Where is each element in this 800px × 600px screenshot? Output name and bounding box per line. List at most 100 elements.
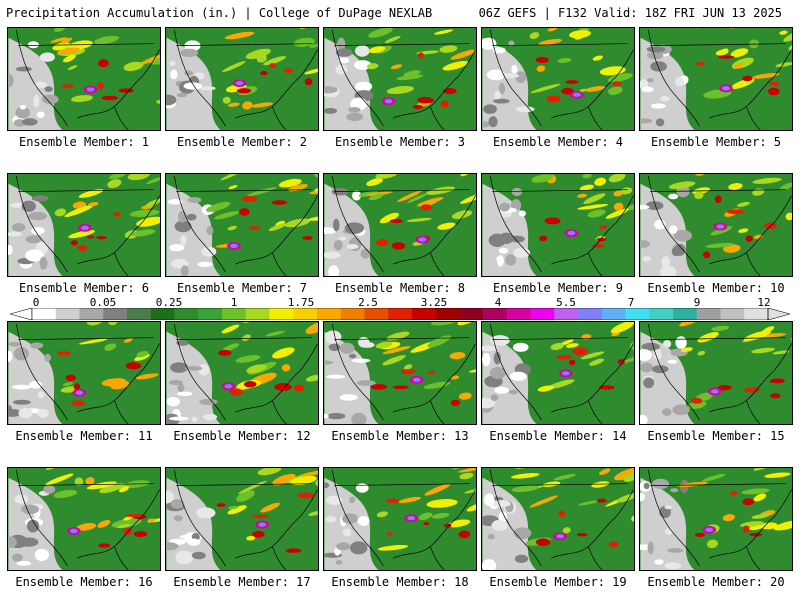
colorbar-segment: [673, 308, 698, 320]
ensemble-member-label: Ensemble Member: 4: [492, 135, 624, 149]
colorbar-tick-label: 0: [32, 296, 40, 309]
ensemble-member-label: Ensemble Member: 3: [334, 135, 466, 149]
colorbar-segment: [506, 308, 531, 320]
colorbar-tick-label: 1: [230, 296, 238, 309]
ensemble-member-label: Ensemble Member: 20: [647, 575, 785, 589]
precip-map: [324, 322, 476, 424]
ensemble-map-panel: [7, 467, 161, 571]
chart-title: Precipitation Accumulation (in.) | Colle…: [6, 6, 433, 20]
model-run-info: 06Z GEFS | F132 Valid: 18Z FRI JUN 13 20…: [478, 6, 782, 20]
ensemble-map-panel: [639, 173, 793, 277]
ensemble-map-panel: [323, 173, 477, 277]
precip-map: [482, 28, 634, 130]
ensemble-map-panel: [323, 321, 477, 425]
ensemble-member-label: Ensemble Member: 6: [18, 281, 150, 295]
colorbar-tick-label: 0.25: [155, 296, 183, 309]
colorbar-segment: [459, 308, 484, 320]
colorbar-segment: [126, 308, 152, 320]
colorbar-segment: [198, 308, 223, 320]
ensemble-member-label: Ensemble Member: 11: [15, 429, 153, 443]
colorbar-tick-label: 2.5: [358, 296, 378, 309]
precip-map: [8, 28, 160, 130]
colorbar-tick-label: 5.5: [556, 296, 576, 309]
precip-map: [482, 322, 634, 424]
ensemble-map-panel: [481, 27, 635, 131]
colorbar-segment: [269, 308, 294, 320]
precip-map: [8, 468, 160, 570]
ensemble-map-panel: [481, 467, 635, 571]
ensemble-member-label: Ensemble Member: 10: [647, 281, 785, 295]
colorbar-tick-label: 4: [494, 296, 502, 309]
colorbar-segment: [340, 308, 365, 320]
colorbar-segment: [221, 308, 246, 320]
precip-map: [640, 322, 792, 424]
colorbar-segment: [293, 308, 318, 320]
ensemble-map-panel: [639, 321, 793, 425]
precipitation-colorbar: [10, 308, 790, 320]
ensemble-member-label: Ensemble Member: 17: [173, 575, 311, 589]
ensemble-map-panel: [7, 173, 161, 277]
colorbar-tick-labels: 0 0.05 0.25 1 1.75 2.5 3.25 4 5.5 7 9 12: [0, 296, 800, 309]
precip-map: [482, 468, 634, 570]
ensemble-map-panel: [323, 27, 477, 131]
precip-map: [640, 28, 792, 130]
ensemble-member-label: Ensemble Member: 14: [489, 429, 627, 443]
colorbar-segment: [55, 308, 80, 320]
colorbar-segment: [32, 308, 57, 320]
colorbar-tick-label: 3.25: [420, 296, 448, 309]
ensemble-member-label: Ensemble Member: 9: [492, 281, 624, 295]
precip-map: [166, 174, 318, 276]
colorbar-segment: [103, 308, 128, 320]
ensemble-member-label: Ensemble Member: 16: [15, 575, 153, 589]
colorbar-segment: [601, 308, 626, 320]
precip-map: [166, 322, 318, 424]
ensemble-map-panel: [7, 27, 161, 131]
colorbar-segment: [720, 308, 745, 320]
ensemble-member-label: Ensemble Member: 12: [173, 429, 311, 443]
colorbar-segment: [388, 308, 413, 320]
ensemble-map-panel: [165, 467, 319, 571]
ensemble-map-panel: [165, 27, 319, 131]
precip-map: [640, 468, 792, 570]
colorbar-svg: [10, 308, 790, 320]
precip-map: [166, 468, 318, 570]
ensemble-member-label: Ensemble Member: 1: [18, 135, 150, 149]
colorbar-segment: [316, 308, 341, 320]
ensemble-member-label: Ensemble Member: 2: [176, 135, 308, 149]
colorbar-segment: [625, 308, 650, 320]
colorbar-tick-label: 0.05: [89, 296, 117, 309]
ensemble-member-label: Ensemble Member: 15: [647, 429, 785, 443]
colorbar-segment: [578, 308, 603, 320]
colorbar-segment: [696, 308, 721, 320]
ensemble-member-label: Ensemble Member: 5: [650, 135, 782, 149]
ensemble-map-panel: [639, 467, 793, 571]
ensemble-member-label: Ensemble Member: 8: [334, 281, 466, 295]
ensemble-member-label: Ensemble Member: 7: [176, 281, 308, 295]
colorbar-segment: [435, 308, 460, 320]
precip-map: [324, 174, 476, 276]
colorbar-right-arrow: [767, 308, 790, 320]
precip-map: [8, 174, 160, 276]
colorbar-segment: [554, 308, 579, 320]
ensemble-map-panel: [481, 173, 635, 277]
ensemble-map-panel: [165, 321, 319, 425]
colorbar-segment: [744, 308, 769, 320]
colorbar-tick-label: 12: [757, 296, 771, 309]
ensemble-member-label: Ensemble Member: 13: [331, 429, 469, 443]
colorbar-tick-label: 7: [627, 296, 635, 309]
colorbar-segment: [79, 308, 104, 320]
precip-map: [324, 28, 476, 130]
colorbar-segment: [649, 308, 674, 320]
precip-map: [640, 174, 792, 276]
precip-map: [324, 468, 476, 570]
colorbar-segment: [530, 308, 555, 320]
colorbar-segment: [150, 308, 175, 320]
precip-map: [8, 322, 160, 424]
ensemble-member-label: Ensemble Member: 18: [331, 575, 469, 589]
ensemble-map-panel: [481, 321, 635, 425]
colorbar-segment: [174, 308, 199, 320]
ensemble-map-panel: [639, 27, 793, 131]
colorbar-left-arrow: [10, 308, 33, 320]
colorbar-segment: [364, 308, 389, 320]
ensemble-member-label: Ensemble Member: 19: [489, 575, 627, 589]
